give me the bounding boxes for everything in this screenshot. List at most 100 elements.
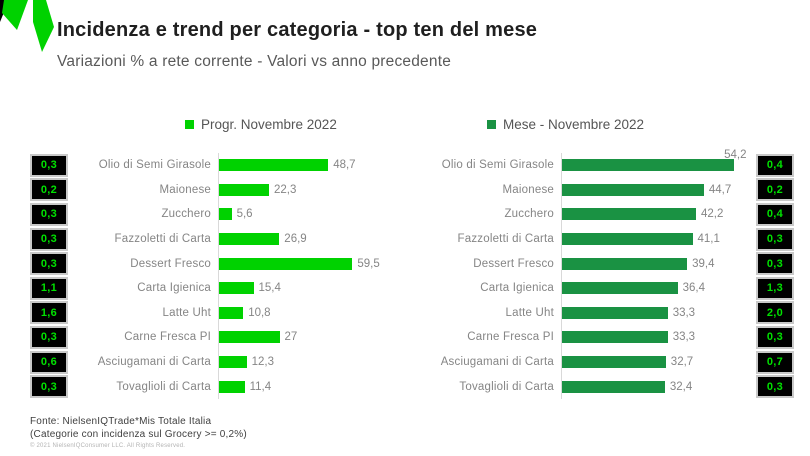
category-label: Maionese — [502, 183, 554, 196]
nielseniq-logo — [0, 0, 54, 52]
chart-row: Maionese 44,7 0,2 — [426, 177, 794, 203]
bar-value-label: 42,2 — [701, 208, 724, 221]
bar-track: 33,3 — [561, 325, 756, 350]
chart-row: Carne Fresca PI 33,3 0,3 — [426, 325, 794, 350]
bar-value-label: 33,3 — [672, 331, 696, 344]
category-label: Latte Uht — [162, 306, 211, 319]
bar — [562, 208, 696, 221]
bar — [562, 356, 666, 369]
category-label: Maionese — [159, 183, 211, 196]
incidence-badge: 0,3 — [30, 153, 68, 177]
legend-progressive: Progr. Novembre 2022 — [185, 117, 337, 132]
bar-value-label: 5,6 — [236, 208, 253, 221]
chart-row: 0,3 Olio di Semi Girasole 48,7 — [30, 153, 406, 178]
category-label: Olio di Semi Girasole — [441, 159, 554, 172]
category-label: Asciugamani di Carta — [97, 356, 211, 369]
chart-row: 0,3 Fazzoletti di Carta 26,9 — [30, 226, 406, 252]
bar-track: 32,7 — [561, 349, 756, 375]
bar — [562, 380, 665, 393]
bar-track: 36,4 — [561, 275, 756, 301]
category-label: Dessert Fresco — [130, 257, 211, 270]
bar-value-label: 36,4 — [682, 282, 705, 295]
incidence-badge: 0,3 — [756, 227, 794, 251]
bar-value-label: 11,4 — [249, 380, 272, 393]
bar — [219, 282, 254, 295]
bar-track: 27 — [218, 325, 406, 350]
chart-row: Latte Uht 33,3 2,0 — [426, 300, 794, 326]
bar-track: 54,2 — [561, 149, 756, 178]
bar-track: 44,7 — [561, 177, 756, 203]
page-title: Incidenza e trend per categoria - top te… — [57, 19, 538, 41]
chart-row: Asciugamani di Carta 32,7 0,7 — [426, 349, 794, 375]
category-label: Fazzoletti di Carta — [114, 233, 211, 246]
bar-value-label: 33,3 — [672, 306, 696, 319]
incidence-badge: 1,6 — [30, 301, 68, 325]
chart-row: 0,3 Dessert Fresco 59,5 — [30, 251, 406, 276]
logo-green-ribbon-right — [33, 0, 54, 52]
chart-row: 0,3 Tovaglioli di Carta 11,4 — [30, 374, 406, 399]
bar — [219, 159, 329, 172]
incidence-badge: 0,4 — [756, 153, 794, 177]
bar-value-label: 12,3 — [251, 356, 274, 369]
bar-track: 15,4 — [218, 275, 406, 301]
category-label: Olio di Semi Girasole — [98, 159, 211, 172]
bar — [562, 331, 668, 344]
chart-row: 0,3 Zucchero 5,6 — [30, 202, 406, 227]
category-label: Tovaglioli di Carta — [459, 380, 554, 393]
bar — [562, 159, 735, 172]
bar-track: 59,5 — [218, 251, 406, 276]
bar-track: 41,1 — [561, 226, 756, 252]
bar-track: 48,7 — [218, 153, 406, 178]
legend-label-progressive: Progr. Novembre 2022 — [201, 117, 337, 132]
chart-row: 1,1 Carta Igienica 15,4 — [30, 275, 406, 301]
chart-progressive: 0,3 Olio di Semi Girasole 48,7 0,2 Maionese 2… — [30, 153, 406, 399]
chart-row: Tovaglioli di Carta 32,4 0,3 — [426, 374, 794, 399]
bar-track: 11,4 — [218, 374, 406, 399]
bar-value-label: 15,4 — [258, 282, 281, 295]
bar-value-label: 10,8 — [248, 306, 271, 319]
footer-note: (Categorie con incidenza sul Grocery >= … — [30, 429, 247, 440]
footer-copyright: © 2021 NielsenIQConsumer LLC. All Rights… — [30, 443, 186, 449]
incidence-badge: 2,0 — [756, 301, 794, 325]
bar-value-label: 59,5 — [357, 257, 380, 270]
chart-row: Dessert Fresco 39,4 0,3 — [426, 251, 794, 276]
incidence-badge: 1,3 — [756, 276, 794, 300]
bar-track: 26,9 — [218, 226, 406, 252]
incidence-badge: 0,7 — [756, 350, 794, 374]
chart-row: Fazzoletti di Carta 41,1 0,3 — [426, 226, 794, 252]
category-label: Fazzoletti di Carta — [457, 233, 554, 246]
category-label: Dessert Fresco — [473, 257, 554, 270]
bar-track: 39,4 — [561, 251, 756, 276]
bar-value-label: 26,9 — [284, 233, 307, 246]
bar-track: 5,6 — [218, 202, 406, 227]
bar — [219, 331, 280, 344]
chart-row: Carta Igienica 36,4 1,3 — [426, 275, 794, 301]
chart-row: 0,6 Asciugamani di Carta 12,3 — [30, 349, 406, 375]
category-label: Tovaglioli di Carta — [116, 380, 211, 393]
legend-month: Mese - Novembre 2022 — [487, 117, 644, 132]
bar-value-label: 22,3 — [274, 183, 297, 196]
bar — [219, 233, 280, 246]
page-subtitle: Variazioni % a rete corrente - Valori vs… — [57, 53, 452, 70]
chart-row: Zucchero 42,2 0,4 — [426, 202, 794, 227]
category-label: Carta Igienica — [480, 282, 554, 295]
bar — [562, 282, 678, 295]
incidence-badge: 0,4 — [756, 202, 794, 226]
bar-value-label: 48,7 — [333, 159, 356, 172]
logo-green-ribbon-left — [2, 0, 28, 30]
incidence-badge: 0,3 — [756, 325, 794, 349]
incidence-badge: 0,3 — [30, 252, 68, 276]
category-label: Carne Fresca PI — [124, 331, 211, 344]
bar — [219, 356, 247, 369]
bar-value-label: 54,2 — [724, 149, 747, 161]
bar-value-label: 41,1 — [697, 233, 720, 246]
bar-value-label: 32,7 — [670, 356, 694, 369]
category-label: Latte Uht — [505, 306, 554, 319]
chart-row: 1,6 Latte Uht 10,8 — [30, 300, 406, 326]
bar-value-label: 44,7 — [708, 183, 732, 196]
legend-swatch-progressive — [185, 120, 194, 129]
bar-track: 42,2 — [561, 202, 756, 227]
bar — [219, 257, 353, 270]
incidence-badge: 0,3 — [30, 325, 68, 349]
bar-value-label: 32,4 — [669, 380, 693, 393]
